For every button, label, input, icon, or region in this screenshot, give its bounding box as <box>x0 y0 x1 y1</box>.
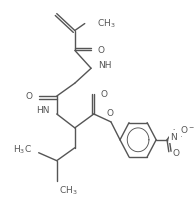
Text: O: O <box>98 46 104 55</box>
Text: O: O <box>172 149 179 158</box>
Text: HN: HN <box>36 106 50 116</box>
Text: NH: NH <box>98 61 112 70</box>
Text: CH$_3$: CH$_3$ <box>98 17 116 30</box>
Text: O: O <box>25 92 32 100</box>
Text: O$^-$: O$^-$ <box>180 124 195 135</box>
Text: N$^+$: N$^+$ <box>170 131 184 143</box>
Text: O: O <box>100 90 107 99</box>
Text: O: O <box>106 109 113 118</box>
Text: CH$_3$: CH$_3$ <box>58 184 77 197</box>
Text: H$_3$C: H$_3$C <box>12 143 31 156</box>
